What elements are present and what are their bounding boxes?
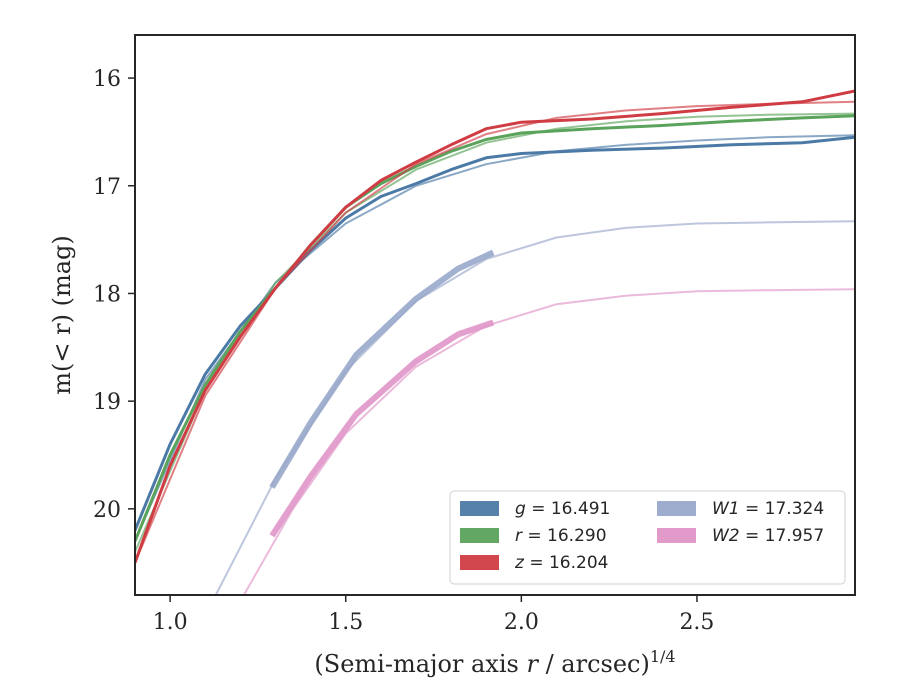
x-axis-label: (Semi-major axis r / arcsec)1/4 [314,647,675,678]
legend-label-g: g = 16.491 [515,499,610,519]
x-tick-label: 2.5 [679,610,714,635]
x-tick-label: 1.0 [153,610,188,635]
legend-swatch-z [460,555,499,570]
series-line-w2 [269,319,495,538]
legend-label-w1: W1 = 17.324 [712,499,824,519]
x-tick-label: 1.5 [328,610,363,635]
y-tick-label: 17 [93,175,121,200]
series-line-g [135,135,855,531]
legend-swatch-w1 [657,501,696,516]
y-tick-label: 20 [93,498,121,523]
model-curve-z [135,100,855,564]
legend: g = 16.491 r = 16.290 z = 16.204 W1 = 17.32… [449,490,846,585]
y-tick-label: 16 [93,67,121,92]
model-curve-w2 [242,288,855,595]
x-tick-label: 2.0 [504,610,539,635]
series-line-z [135,89,855,564]
legend-label-r: r = 16.290 [515,526,607,546]
plot-frame [134,34,856,596]
legend-label-z: z = 16.204 [514,553,608,573]
y-axis-label: m(< r) (mag) [48,235,76,394]
axes-layer: 1.0 1.5 2.0 2.5 16 17 18 19 20 (Semi-major axis r… [48,34,856,678]
legend-label-w2: W2 = 17.957 [712,526,824,546]
legend-swatch-w2 [657,528,696,543]
y-tick-label: 18 [93,282,121,307]
series-line-w1 [269,249,495,489]
legend-swatch-r [460,528,499,543]
legend-box [449,490,846,585]
y-tick-label: 19 [93,390,121,415]
legend-swatch-g [460,501,499,516]
series-layer [135,89,855,595]
series-line-r [135,114,855,542]
